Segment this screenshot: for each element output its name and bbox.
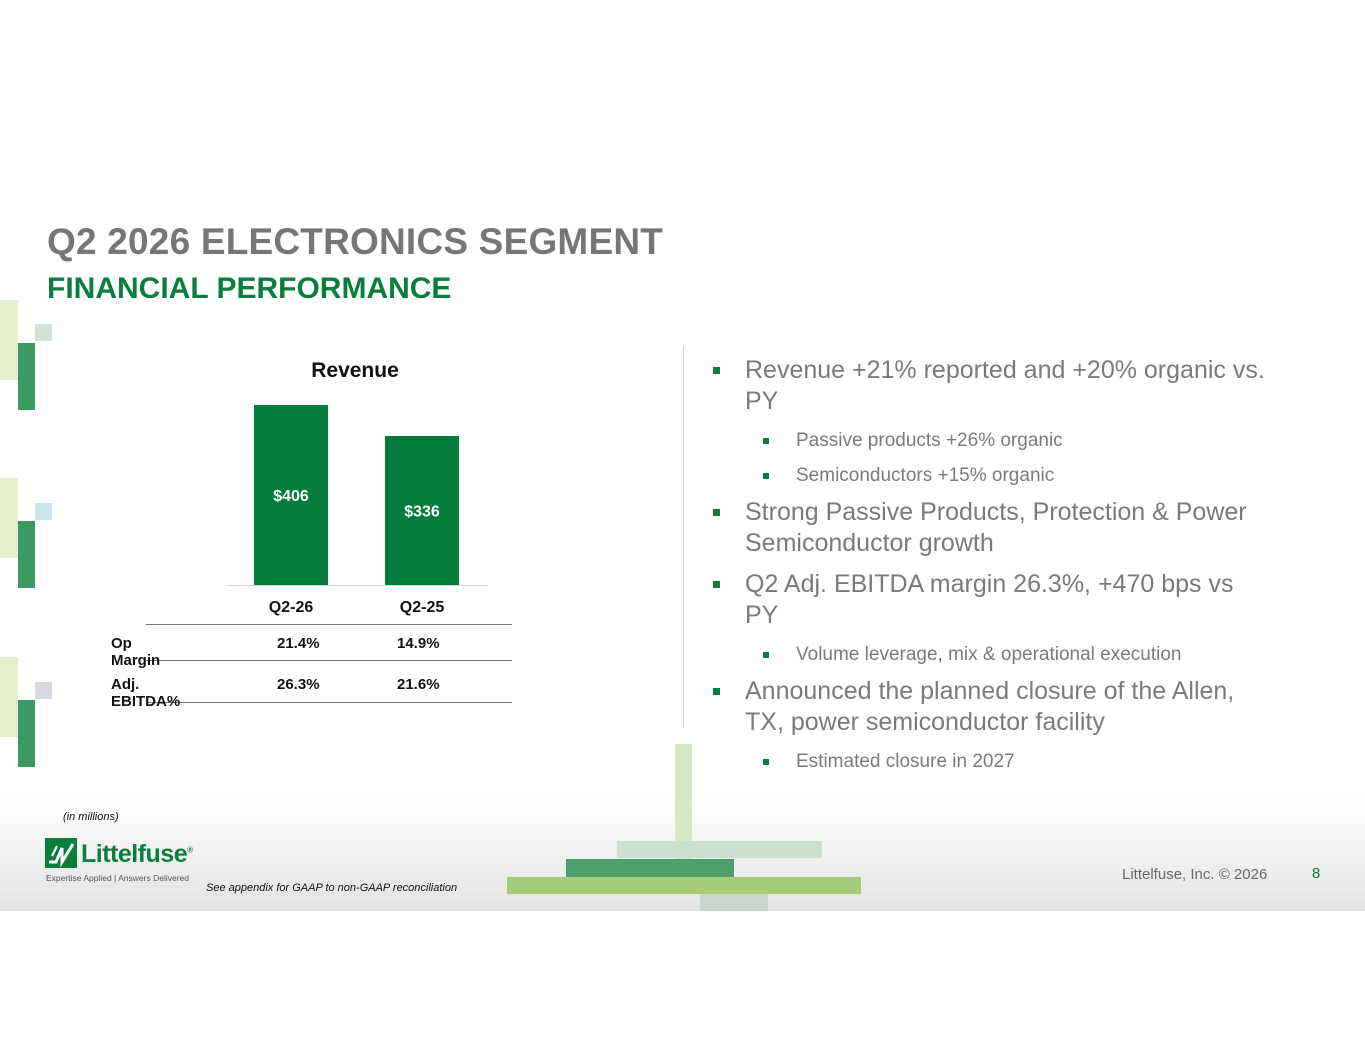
bullet-icon: [713, 509, 720, 516]
bullet-icon: [713, 688, 720, 695]
units-note: (in millions): [63, 811, 119, 823]
littelfuse-logo: Littelfuse® Expertise Applied | Answers …: [45, 838, 193, 883]
registered-mark: ®: [187, 845, 193, 855]
bullet-icon: [763, 473, 769, 479]
sub-bullet-item: Semiconductors +15% organic: [712, 465, 1272, 487]
metrics-divider: [146, 660, 512, 661]
metric-label-adj-ebitda: Adj. EBITDA%: [111, 676, 181, 710]
metrics-divider: [146, 702, 512, 703]
logo-wordmark: Littelfuse: [81, 840, 188, 868]
sub-bullet-item: Estimated closure in 2027: [712, 751, 1272, 773]
metric-value: 21.4%: [277, 635, 320, 652]
bullet-icon: [713, 367, 720, 374]
gaap-footnote: See appendix for GAAP to non-GAAP reconc…: [206, 882, 458, 894]
bullet-list: Revenue +21% reported and +20% organic v…: [712, 355, 1272, 773]
bullet-icon: [713, 581, 720, 588]
sub-bullet-item: Passive products +26% organic: [712, 430, 1272, 452]
slide-subtitle: FINANCIAL PERFORMANCE: [47, 272, 452, 305]
chart-title: Revenue: [311, 359, 399, 382]
sub-bullet-item: Volume leverage, mix & operational execu…: [712, 644, 1272, 666]
bullet-icon: [763, 438, 769, 444]
metric-value: 21.6%: [397, 676, 440, 693]
category-label: Q2-25: [400, 599, 445, 616]
column-divider: [683, 346, 684, 728]
bar-value-label: $336: [404, 504, 440, 521]
page-number: 8: [1312, 865, 1321, 882]
bullet-icon: [763, 759, 769, 765]
metrics-divider: [146, 624, 512, 625]
bar-value-label: $406: [273, 488, 309, 505]
revenue-bar: [385, 436, 459, 585]
metric-value: 14.9%: [397, 635, 440, 652]
revenue-bar: [254, 405, 328, 585]
bullet-item: Strong Passive Products, Protection & Po…: [712, 497, 1272, 559]
bullet-icon: [763, 652, 769, 658]
logo-tagline: Expertise Applied | Answers Delivered: [46, 873, 190, 883]
category-label: Q2-26: [269, 599, 314, 616]
littelfuse-logo-icon: [45, 838, 77, 868]
metric-value: 26.3%: [277, 676, 320, 693]
metric-label-op-margin: Op Margin: [111, 635, 161, 669]
bullet-item: Revenue +21% reported and +20% organic v…: [712, 355, 1272, 417]
copyright: Littelfuse, Inc. © 2026: [1122, 866, 1268, 883]
bullet-item: Announced the planned closure of the All…: [712, 676, 1272, 738]
slide-title: Q2 2026 ELECTRONICS SEGMENT: [47, 221, 664, 262]
bullet-item: Q2 Adj. EBITDA margin 26.3%, +470 bps vs…: [712, 569, 1272, 631]
